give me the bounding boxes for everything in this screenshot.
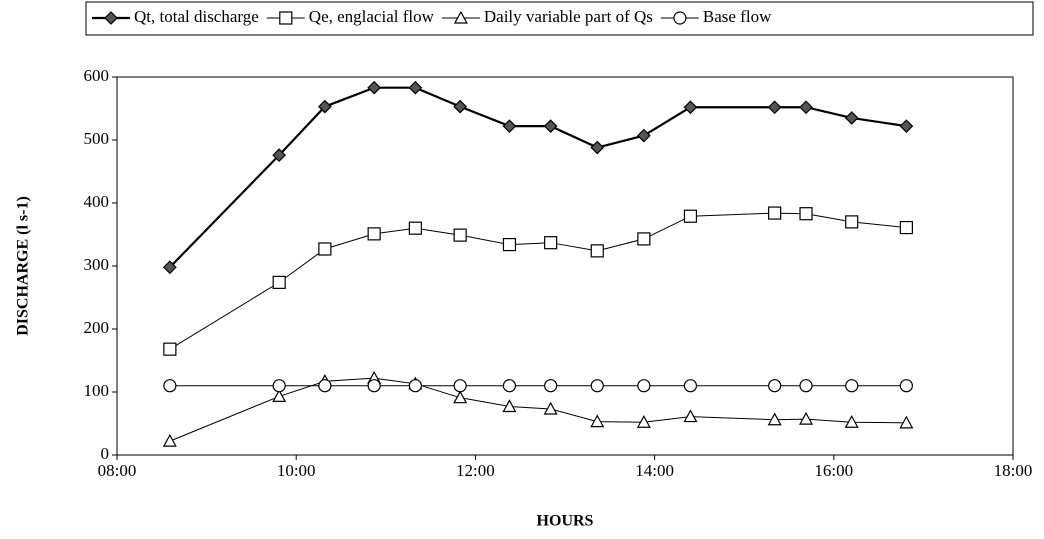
marker (502, 119, 517, 133)
marker (543, 119, 558, 133)
marker (162, 433, 177, 447)
marker (453, 228, 467, 242)
marker (683, 409, 698, 423)
marker (453, 10, 468, 24)
marker (799, 100, 813, 115)
marker (636, 128, 651, 143)
y-tick-label: 200 (84, 318, 110, 337)
marker (799, 207, 813, 221)
marker (544, 236, 558, 250)
marker (768, 379, 782, 393)
marker (590, 244, 604, 258)
legend-label: Qe, englacial flow (309, 7, 435, 26)
marker (590, 140, 605, 155)
marker (636, 414, 651, 428)
x-tick-label: 14:00 (635, 461, 674, 480)
y-tick-label: 0 (101, 444, 110, 463)
marker (637, 232, 651, 246)
marker (318, 379, 332, 393)
marker (272, 148, 287, 162)
marker (899, 415, 914, 429)
marker (767, 412, 782, 426)
marker (844, 111, 859, 125)
marker (408, 80, 423, 95)
x-tick-label: 12:00 (456, 461, 495, 480)
marker (408, 379, 422, 393)
legend-box (85, 1, 1034, 36)
marker (799, 379, 813, 393)
marker (845, 379, 859, 393)
x-tick-label: 18:00 (994, 461, 1033, 480)
marker (590, 379, 604, 393)
y-tick-label: 400 (84, 192, 110, 211)
legend-label: Base flow (703, 7, 772, 26)
marker (279, 11, 293, 25)
marker (163, 379, 177, 393)
marker (272, 389, 287, 403)
marker (453, 99, 468, 114)
marker (543, 401, 558, 415)
marker (799, 411, 814, 425)
marker (683, 209, 698, 223)
marker (367, 80, 382, 95)
y-tick-label: 500 (84, 129, 110, 148)
marker (318, 99, 332, 114)
marker (544, 379, 558, 393)
marker (272, 379, 286, 393)
x-tick-label: 08:00 (98, 461, 137, 480)
marker (683, 100, 698, 115)
marker (367, 227, 381, 241)
marker (104, 11, 118, 25)
marker (163, 342, 177, 356)
marker (272, 275, 286, 289)
x-axis-label: HOURS (537, 513, 594, 530)
marker (502, 237, 517, 252)
marker (163, 260, 177, 275)
y-tick-label: 100 (84, 381, 110, 400)
x-tick-label: 10:00 (277, 461, 316, 480)
marker (637, 379, 651, 393)
marker (453, 379, 467, 393)
marker (683, 379, 698, 393)
marker (767, 100, 782, 115)
marker (768, 206, 782, 220)
marker (502, 379, 517, 393)
x-tick-label: 16:00 (814, 461, 853, 480)
legend-label: Qt, total discharge (134, 7, 259, 26)
marker (408, 221, 422, 235)
series-line (169, 86, 907, 269)
marker (367, 379, 381, 393)
marker (673, 11, 687, 25)
marker (844, 414, 859, 428)
marker (899, 379, 913, 393)
y-axis-label: DISCHARGE (l s-1) (15, 196, 32, 336)
marker (845, 215, 859, 229)
y-tick-label: 600 (84, 66, 110, 85)
marker (899, 119, 914, 133)
legend-label: Daily variable part of Qs (484, 7, 653, 26)
marker (502, 399, 517, 413)
marker (453, 390, 468, 404)
marker (899, 220, 913, 235)
marker (590, 414, 605, 428)
marker (318, 242, 332, 256)
y-tick-label: 300 (84, 255, 110, 274)
